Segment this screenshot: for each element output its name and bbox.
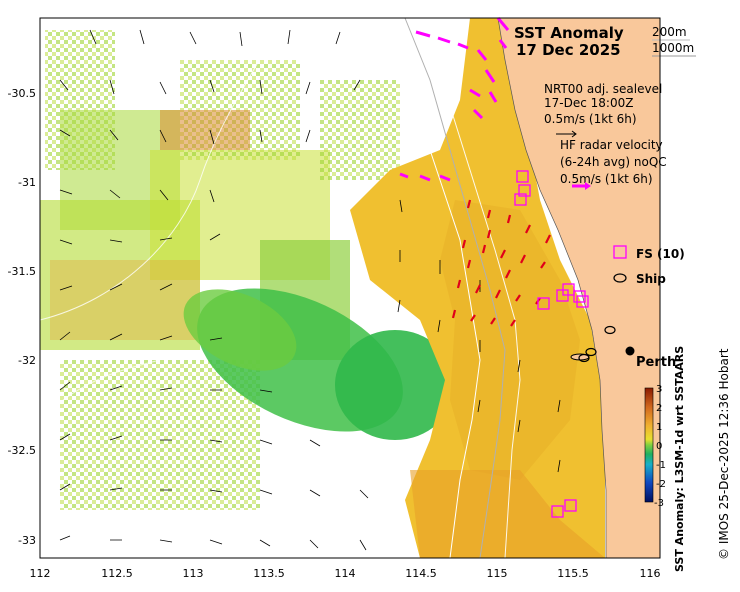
x-tick: 115.5	[557, 567, 589, 580]
cb-tick-0: 0	[656, 441, 662, 452]
ship-legend-label: Ship	[636, 272, 666, 286]
y-tick: -33	[18, 534, 36, 547]
cb-tick-m3: -3	[654, 498, 664, 509]
altimetry-current-vectors	[59, 29, 561, 551]
cb-tick-1: 1	[656, 422, 662, 433]
x-tick: 114.5	[405, 567, 437, 580]
hf-radar-vectors	[451, 199, 551, 327]
cb-tick-m2: -2	[656, 479, 666, 490]
x-tick: 114	[335, 567, 356, 580]
x-tick: 112.5	[101, 567, 133, 580]
x-tick: 113.5	[253, 567, 285, 580]
y-tick: -31	[18, 176, 36, 189]
altimetry-line1: NRT00 adj. sealevel	[544, 82, 662, 96]
y-axis: -30.5 -31 -31.5 -32 -32.5 -33	[8, 87, 36, 547]
y-tick: -30.5	[8, 87, 36, 100]
isobath-1000m-label: 1000m	[652, 41, 694, 55]
radar-line2: (6-24h avg) noQC	[560, 155, 667, 169]
ship-positions	[578, 325, 616, 363]
perth-label: Perth	[636, 355, 676, 370]
radar-scale-arrowhead	[585, 182, 591, 190]
altimetry-line3: 0.5m/s (1kt 6h)	[544, 112, 637, 126]
ship-track	[399, 17, 510, 182]
x-tick: 116	[640, 567, 661, 580]
altimetry-line2: 17-Dec 18:00Z	[544, 96, 633, 110]
colorbar-ticks: 3 2 1 0 -1 -2 -3	[654, 384, 666, 509]
cb-tick-m1: -1	[656, 460, 666, 471]
plot-frame	[39, 17, 661, 559]
fs-legend-icon	[613, 245, 627, 259]
map-title: SST Anomaly	[514, 24, 624, 42]
ship-legend-icon	[613, 273, 627, 283]
x-tick: 112	[30, 567, 51, 580]
sst-cool-eddy	[183, 288, 455, 440]
cb-tick-2: 2	[656, 403, 662, 414]
colorbar-label: SST Anomaly: L3SM-1d wrt SSTAARS	[673, 346, 686, 572]
x-axis: 112 112.5 113 113.5 114 114.5 115 115.5 …	[30, 567, 661, 580]
y-tick: -31.5	[8, 265, 36, 278]
cb-tick-3: 3	[656, 384, 662, 395]
perth-city-dot	[625, 346, 635, 356]
altimetry-scale-arrow	[556, 130, 577, 138]
x-tick: 113	[183, 567, 204, 580]
y-tick: -32	[18, 354, 36, 367]
y-tick: -32.5	[8, 444, 36, 457]
map-date: 17 Dec 2025	[516, 41, 621, 59]
imos-credit: © IMOS 25-Dec-2025 12:36 Hobart	[717, 348, 731, 560]
isobath-200m-label: 200m	[652, 25, 687, 39]
fs-stations	[514, 170, 589, 518]
radar-line3: 0.5m/s (1kt 6h)	[560, 172, 653, 186]
x-tick: 115	[487, 567, 508, 580]
radar-line1: HF radar velocity	[560, 138, 663, 152]
colorbar	[644, 387, 654, 503]
isobaths	[39, 17, 521, 559]
